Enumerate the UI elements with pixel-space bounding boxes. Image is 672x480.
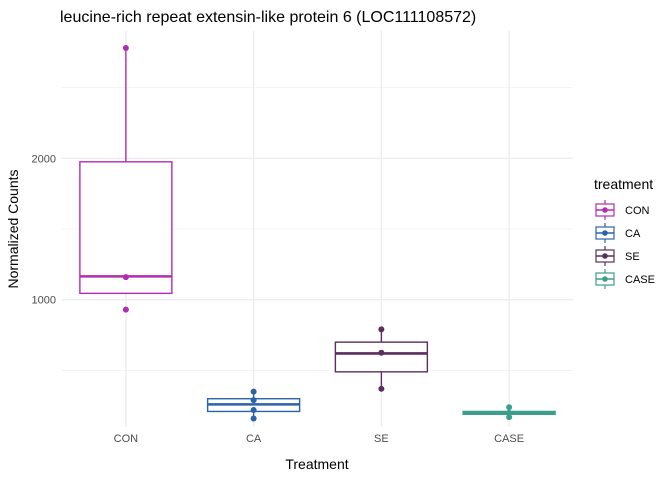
data-point	[250, 388, 257, 395]
x-tick-label: CASE	[494, 433, 524, 445]
legend-label: CON	[625, 205, 650, 217]
legend-item-con: CON	[595, 200, 650, 220]
data-point	[122, 44, 129, 51]
y-axis-label: Normalized Counts	[5, 169, 21, 288]
legend-item-se: SE	[595, 246, 640, 266]
data-point	[122, 306, 129, 313]
box-case	[462, 404, 556, 421]
y-axis-ticks: 1000 2000	[32, 153, 56, 306]
data-point	[122, 274, 129, 281]
legend-label: CASE	[625, 274, 655, 286]
data-point	[378, 349, 385, 356]
data-point	[250, 415, 257, 422]
legend-item-ca: CA	[595, 223, 641, 243]
legend-key-point	[602, 207, 608, 213]
data-point	[506, 404, 513, 411]
legend-key-point	[602, 276, 608, 282]
x-tick-label: CON	[114, 433, 139, 445]
box-body	[334, 341, 429, 373]
data-point	[378, 326, 385, 333]
data-point	[506, 414, 513, 421]
legend-label: SE	[625, 251, 640, 263]
legend-item-case: CASE	[595, 269, 655, 289]
box-con	[79, 44, 173, 313]
data-point	[378, 385, 385, 392]
box-ca	[206, 388, 301, 422]
box-se	[334, 326, 429, 392]
x-tick-label: CA	[246, 433, 262, 445]
data-point	[250, 407, 257, 414]
chart-title: leucine-rich repeat extensin-like protei…	[60, 9, 476, 26]
y-tick-label: 2000	[32, 153, 56, 165]
legend-label: CA	[625, 228, 641, 240]
legend-key-point	[602, 230, 608, 236]
y-tick-label: 1000	[32, 295, 56, 307]
box-plots	[79, 44, 556, 422]
box-body	[79, 161, 173, 295]
x-axis-label: Treatment	[285, 456, 348, 472]
data-point	[506, 409, 513, 416]
legend-key-point	[602, 253, 608, 259]
data-point	[250, 397, 257, 404]
legend-title: treatment	[594, 176, 653, 192]
x-tick-label: SE	[374, 433, 389, 445]
x-axis-ticks: CON CA SE CASE	[114, 433, 524, 445]
